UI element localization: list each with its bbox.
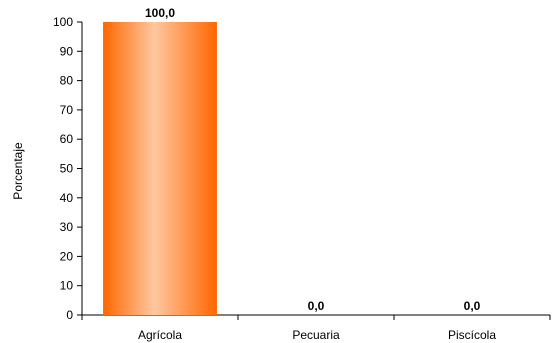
- x-tick-label: Piscícola: [448, 328, 496, 342]
- labels: 100,0 Agrícola 0,0 Pecuaria 0,0 Piscícola: [138, 6, 496, 342]
- bars: [103, 22, 217, 315]
- y-axis-title: Porcentaje: [11, 142, 25, 200]
- y-tick-label: 0: [66, 308, 73, 322]
- y-tick-label: 40: [60, 191, 74, 205]
- data-label: 0,0: [464, 299, 481, 313]
- y-tick-label: 60: [60, 132, 74, 146]
- bar: [103, 22, 217, 315]
- y-tick-label: 100: [53, 15, 73, 29]
- y-tick-label: 70: [60, 103, 74, 117]
- y-tick-label: 30: [60, 220, 74, 234]
- data-label: 0,0: [308, 299, 325, 313]
- y-tick-label: 20: [60, 249, 74, 263]
- y-tick-label: 10: [60, 279, 74, 293]
- y-tick-label: 80: [60, 74, 74, 88]
- axes: 0 10 20 30 40 50 60 70 80 90 100: [53, 15, 551, 322]
- y-tick-label: 90: [60, 44, 74, 58]
- x-tick-label: Pecuaria: [292, 328, 340, 342]
- data-label: 100,0: [145, 6, 175, 20]
- x-tick-label: Agrícola: [138, 328, 182, 342]
- y-tick-label: 50: [60, 162, 74, 176]
